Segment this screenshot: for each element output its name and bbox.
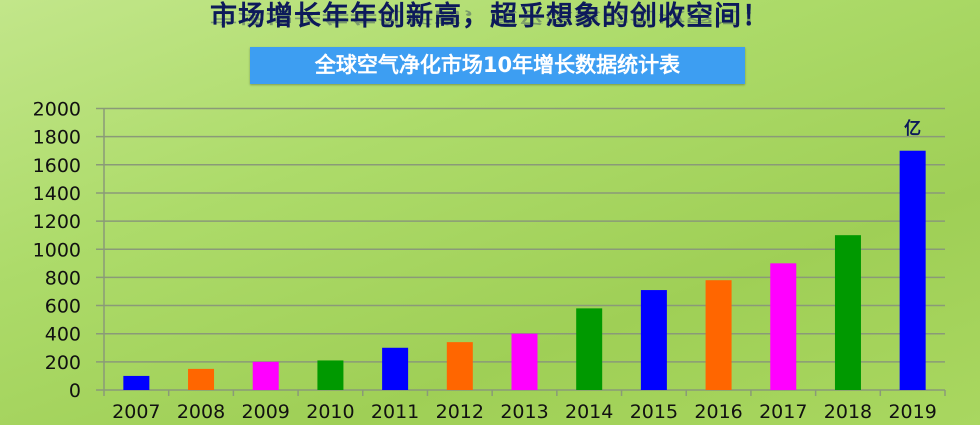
x-tick-label: 2013 [500,401,548,423]
bar-2019 [899,150,926,390]
bar-2017 [770,263,797,390]
bar-2018 [834,235,861,390]
x-tick-label: 2018 [824,401,872,423]
y-tick-label: 400 [45,324,81,346]
x-tick-label: 2008 [177,401,225,423]
y-tick-label: 1400 [33,183,81,205]
y-tick-label: 2000 [33,99,81,121]
x-tick-label: 2017 [759,401,807,423]
y-tick-label: 1600 [33,155,81,177]
bar-2011 [382,347,409,390]
y-tick-label: 600 [45,296,81,318]
bar-2009 [252,361,279,390]
chart-title-banner: 全球空气净化市场10年增长数据统计表 [250,47,745,84]
y-tick-label: 1200 [33,211,81,233]
x-tick-label: 2007 [112,401,160,423]
x-tick-label: 2011 [371,401,419,423]
x-tick-label: 2015 [630,401,678,423]
x-tick-label: 2019 [888,401,936,423]
bar-2010 [317,360,344,390]
bar-2007 [123,375,150,390]
y-tick-label: 200 [45,352,81,374]
bar-2015 [640,290,667,390]
bar-2008 [188,368,215,390]
x-tick-label: 2014 [565,401,613,423]
y-tick-label: 1800 [33,127,81,149]
bar-2013 [511,333,538,390]
y-tick-label: 800 [45,267,81,289]
x-tick-label: 2016 [694,401,742,423]
bar-2012 [446,342,473,390]
x-tick-label: 2009 [242,401,290,423]
x-tick-label: 2012 [436,401,484,423]
unit-label: 亿 [904,118,921,139]
x-tick-label: 2010 [306,401,354,423]
y-tick-label: 1000 [33,239,81,261]
bar-2016 [705,280,732,390]
headline: 市场增长年年创新高，超乎想象的创收空间！ [210,1,770,32]
y-tick-label: 0 [69,380,81,402]
bar-2014 [576,308,603,390]
